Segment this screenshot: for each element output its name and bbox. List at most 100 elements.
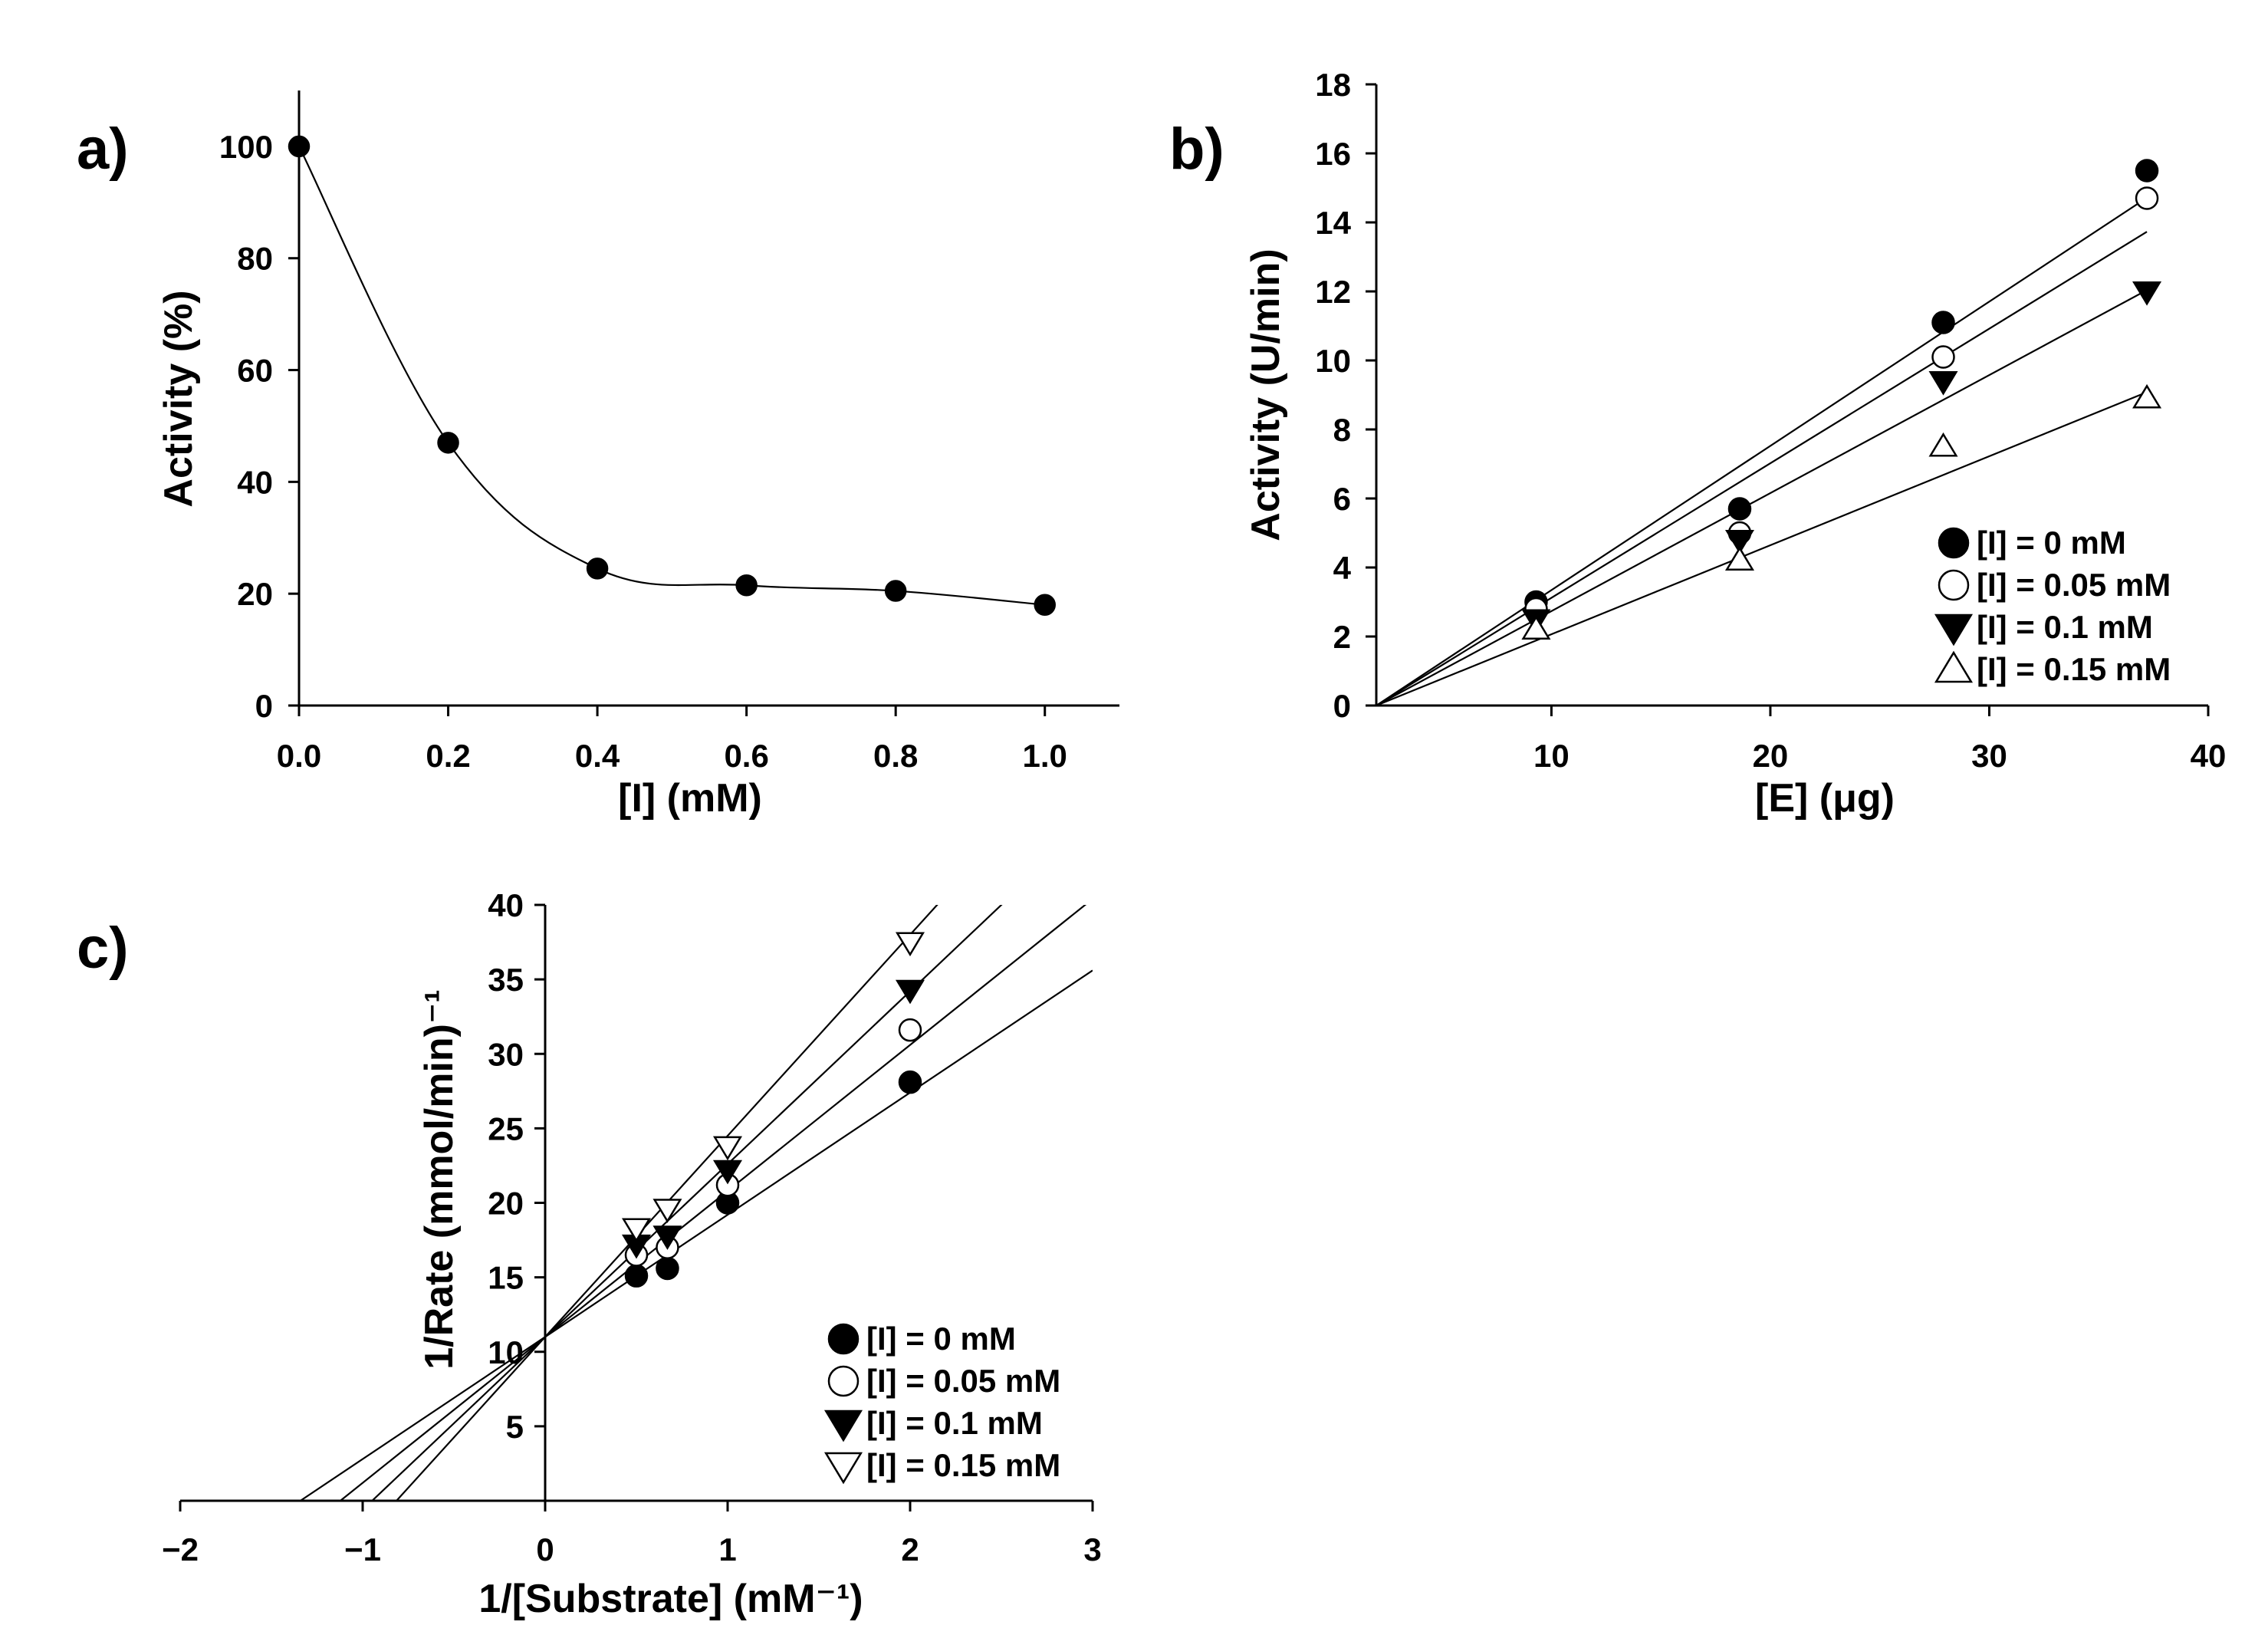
legend-marker [823, 1452, 863, 1485]
x-tick-label: 20 [1753, 738, 1789, 774]
legend-label: [I] = 0.05 mM [866, 1363, 1060, 1399]
data-point [884, 580, 907, 602]
data-point [1931, 311, 1955, 334]
y-tick-label: 0 [1333, 688, 1351, 724]
data-point [652, 1199, 682, 1223]
data-point [1521, 615, 1551, 640]
y-tick-label: 25 [488, 1110, 524, 1146]
x-tick-label: 30 [1971, 738, 2007, 774]
legend-label: [I] = 0.1 mM [866, 1405, 1043, 1441]
y-tick-label: 14 [1315, 205, 1351, 241]
legend-label: [I] = 0 mM [1977, 525, 2126, 561]
data-point [2132, 281, 2162, 306]
y-tick-label: 12 [1315, 274, 1351, 310]
x-tick-label: 0 [536, 1531, 554, 1567]
y-tick-label: 4 [1333, 550, 1352, 586]
data-point [586, 558, 609, 580]
y-tick-label: 20 [488, 1186, 524, 1222]
data-point [288, 135, 311, 158]
legend-marker [1934, 613, 1974, 646]
legend-label: [I] = 0.1 mM [1977, 609, 2153, 645]
x-tick-label: −2 [162, 1531, 199, 1567]
fit-line [1376, 196, 2148, 706]
data-point [656, 1256, 679, 1281]
x-tick-label: 0.4 [575, 738, 620, 774]
data-point [1724, 529, 1754, 554]
y-tick-label: 6 [1333, 481, 1351, 517]
legend-marker [1938, 527, 1970, 559]
y-tick-label: 40 [237, 464, 273, 500]
x-tick-label: −1 [344, 1531, 381, 1567]
y-tick-label: 8 [1333, 412, 1351, 448]
legend-marker [1938, 569, 1970, 601]
x-tick-label: 0.0 [277, 738, 321, 774]
legend-label: [I] = 0.15 mM [1977, 651, 2171, 687]
x-tick-label: 10 [1533, 738, 1570, 774]
panel-label: a) [77, 117, 129, 182]
y-tick-label: 16 [1315, 136, 1351, 172]
y-tick-label: 15 [488, 1260, 524, 1296]
y-tick-label: 20 [237, 576, 273, 612]
data-point [895, 979, 925, 1005]
legend-marker [827, 1365, 860, 1397]
data-point [1928, 370, 1958, 396]
y-tick-label: 60 [237, 353, 273, 389]
fit-line [1376, 391, 2148, 707]
y-tick-label: 0 [255, 688, 273, 724]
data-point [2135, 159, 2159, 183]
fit-line [300, 969, 1093, 1501]
fit-line [1376, 231, 2148, 706]
x-tick-label: 0.8 [873, 738, 918, 774]
x-tick-label: 1.0 [1023, 738, 1067, 774]
panel-label: b) [1169, 117, 1224, 182]
data-point [712, 1136, 743, 1161]
y-tick-label: 10 [1315, 343, 1351, 379]
x-tick-label: 0.6 [724, 738, 768, 774]
data-point [437, 432, 459, 454]
legend-label: [I] = 0.05 mM [1977, 567, 2171, 603]
panel-a: 0.0 0.2 0.4 0.6 0.8 1.0 0 20 40 60 80 100 a) [I] (mM)… [77, 90, 1119, 821]
y-axis-title: Activity (%) [156, 290, 201, 507]
y-tick-label: 5 [506, 1409, 524, 1445]
y-tick-label: 10 [488, 1334, 524, 1370]
y-axis-title: Activity (U/min) [1244, 248, 1288, 541]
y-tick-label: 80 [237, 241, 273, 277]
curve-activity [298, 146, 1045, 606]
fit-line [371, 905, 1003, 1501]
x-tick-label: 3 [1083, 1531, 1101, 1567]
x-tick-label: 40 [2191, 738, 2227, 774]
y-tick-label: 35 [488, 962, 524, 998]
data-point [898, 1018, 922, 1042]
y-tick-label: 100 [219, 129, 273, 165]
fit-line [1376, 289, 2148, 706]
data-point [712, 1160, 743, 1185]
legend-label: [I] = 0.15 mM [866, 1447, 1060, 1483]
panel-b: 10 20 30 40 0 2 4 6 8 10 12 14 16 18 b) [E] (μg) Activit… [1169, 67, 2226, 821]
x-tick-label: 2 [901, 1531, 919, 1567]
y-tick-label: 40 [488, 887, 524, 923]
legend-marker [823, 1410, 863, 1442]
x-tick-label: 0.2 [426, 738, 470, 774]
data-point [1928, 432, 1958, 457]
y-tick-label: 2 [1333, 619, 1351, 655]
data-point [621, 1218, 652, 1243]
data-point [2135, 186, 2159, 210]
data-point [895, 932, 925, 957]
y-tick-label: 30 [488, 1036, 524, 1072]
data-point [2132, 383, 2162, 409]
x-axis-title: [I] (mM) [618, 776, 762, 821]
panel-label: c) [77, 916, 129, 981]
data-point [652, 1225, 682, 1250]
data-point [898, 1070, 922, 1094]
x-axis-title: [E] (μg) [1755, 776, 1895, 821]
legend-marker [1934, 650, 1974, 683]
data-point [624, 1264, 649, 1288]
x-tick-label: 1 [718, 1531, 736, 1567]
y-tick-label: 18 [1315, 67, 1351, 103]
x-axis-title: 1/[Substrate] (mM⁻¹) [478, 1577, 863, 1621]
data-point [1724, 546, 1754, 571]
y-axis-title: 1/Rate (mmol/min)⁻¹ [417, 989, 462, 1370]
data-point [1034, 594, 1056, 617]
